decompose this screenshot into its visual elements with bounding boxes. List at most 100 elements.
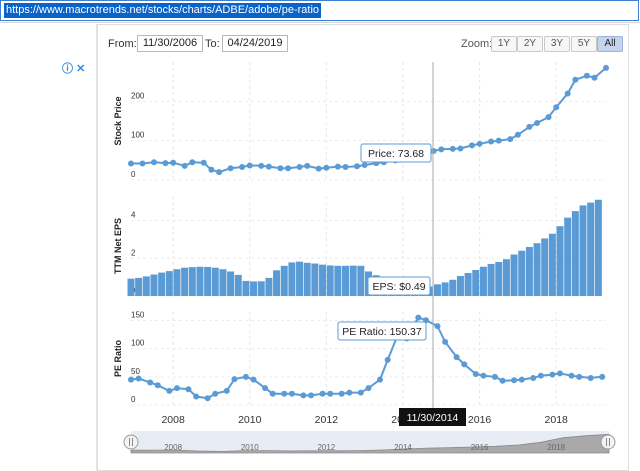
- zoom-2y-button[interactable]: 2Y: [517, 36, 543, 52]
- eps-bar[interactable]: [250, 281, 258, 296]
- data-point[interactable]: [285, 165, 292, 172]
- data-point[interactable]: [135, 375, 142, 382]
- data-point[interactable]: [315, 165, 322, 172]
- data-point[interactable]: [308, 392, 315, 399]
- data-point[interactable]: [438, 146, 445, 153]
- eps-bar[interactable]: [273, 270, 281, 296]
- data-point[interactable]: [449, 145, 456, 152]
- data-point[interactable]: [461, 361, 468, 368]
- data-point[interactable]: [442, 338, 449, 345]
- zoom-all-button[interactable]: All: [597, 36, 623, 52]
- data-point[interactable]: [545, 114, 552, 121]
- navigator-left-handle[interactable]: [123, 434, 139, 450]
- data-point[interactable]: [534, 119, 541, 126]
- data-point[interactable]: [227, 165, 234, 172]
- data-point[interactable]: [277, 165, 284, 172]
- data-point[interactable]: [384, 356, 391, 363]
- eps-bar[interactable]: [150, 274, 158, 296]
- data-point[interactable]: [507, 136, 514, 143]
- data-point[interactable]: [549, 371, 556, 378]
- eps-bar[interactable]: [479, 266, 487, 296]
- data-point[interactable]: [204, 395, 211, 402]
- data-point[interactable]: [526, 123, 533, 130]
- data-point[interactable]: [587, 374, 594, 381]
- eps-bar[interactable]: [234, 274, 242, 296]
- from-date-input[interactable]: 11/30/2006: [137, 35, 203, 52]
- address-bar[interactable]: https://www.macrotrends.net/stocks/chart…: [0, 0, 640, 23]
- data-point[interactable]: [537, 372, 544, 379]
- data-point[interactable]: [476, 140, 483, 147]
- eps-bar[interactable]: [487, 263, 495, 296]
- eps-bar[interactable]: [265, 277, 273, 296]
- eps-bar[interactable]: [158, 272, 166, 296]
- data-point[interactable]: [334, 163, 341, 170]
- data-point[interactable]: [139, 160, 146, 167]
- data-point[interactable]: [212, 390, 219, 397]
- data-point[interactable]: [518, 376, 525, 383]
- data-point[interactable]: [415, 314, 422, 321]
- data-point[interactable]: [346, 389, 353, 396]
- eps-bar[interactable]: [227, 271, 235, 296]
- eps-bar[interactable]: [579, 205, 587, 296]
- eps-bar[interactable]: [456, 276, 464, 296]
- eps-bar[interactable]: [449, 279, 457, 296]
- data-point[interactable]: [181, 162, 188, 169]
- eps-bar[interactable]: [433, 284, 441, 296]
- eps-bar[interactable]: [441, 282, 449, 296]
- data-point[interactable]: [128, 376, 134, 383]
- url-text[interactable]: https://www.macrotrends.net/stocks/chart…: [4, 3, 322, 18]
- data-point[interactable]: [173, 385, 180, 392]
- data-point[interactable]: [154, 382, 161, 389]
- eps-bar[interactable]: [135, 277, 143, 296]
- eps-bar[interactable]: [556, 226, 564, 296]
- range-navigator[interactable]: 2008 2010 2012 2014 2016 2018: [123, 431, 616, 454]
- data-point[interactable]: [162, 160, 169, 167]
- eps-bar[interactable]: [564, 217, 572, 296]
- eps-bar[interactable]: [196, 266, 204, 296]
- eps-bar[interactable]: [548, 233, 556, 296]
- data-point[interactable]: [193, 393, 200, 400]
- data-point[interactable]: [553, 104, 560, 111]
- data-point[interactable]: [495, 137, 502, 144]
- data-point[interactable]: [300, 392, 307, 399]
- eps-bar[interactable]: [510, 254, 518, 296]
- eps-bar[interactable]: [571, 211, 579, 296]
- eps-bar[interactable]: [533, 243, 541, 296]
- data-point[interactable]: [150, 159, 157, 166]
- data-point[interactable]: [603, 64, 609, 71]
- eps-bar[interactable]: [173, 269, 181, 296]
- data-point[interactable]: [189, 159, 196, 166]
- data-point[interactable]: [376, 376, 383, 383]
- data-point[interactable]: [365, 385, 372, 392]
- eps-bar[interactable]: [334, 265, 342, 296]
- close-icon[interactable]: ✕: [76, 63, 86, 75]
- data-point[interactable]: [208, 166, 215, 173]
- data-point[interactable]: [488, 138, 495, 145]
- data-point[interactable]: [468, 142, 475, 149]
- data-point[interactable]: [281, 390, 288, 397]
- eps-bar[interactable]: [518, 250, 526, 296]
- data-point[interactable]: [568, 372, 575, 379]
- data-point[interactable]: [557, 370, 564, 377]
- eps-bar[interactable]: [464, 272, 472, 296]
- data-point[interactable]: [338, 390, 345, 397]
- eps-bar[interactable]: [204, 266, 212, 296]
- data-point[interactable]: [288, 390, 295, 397]
- data-point[interactable]: [453, 354, 460, 361]
- eps-bar[interactable]: [127, 278, 135, 296]
- data-point[interactable]: [296, 164, 303, 171]
- to-date-input[interactable]: 04/24/2019: [222, 35, 288, 52]
- data-point[interactable]: [166, 387, 173, 394]
- data-point[interactable]: [361, 162, 368, 169]
- zoom-5y-button[interactable]: 5Y: [571, 36, 597, 52]
- eps-bar[interactable]: [296, 261, 304, 296]
- zoom-3y-button[interactable]: 3Y: [544, 36, 570, 52]
- eps-bar[interactable]: [357, 265, 365, 296]
- data-point[interactable]: [269, 390, 276, 397]
- data-point[interactable]: [242, 373, 249, 380]
- data-point[interactable]: [231, 376, 238, 383]
- eps-bar[interactable]: [211, 267, 219, 296]
- data-point[interactable]: [480, 372, 487, 379]
- eps-bar[interactable]: [181, 267, 189, 296]
- data-point[interactable]: [216, 169, 223, 176]
